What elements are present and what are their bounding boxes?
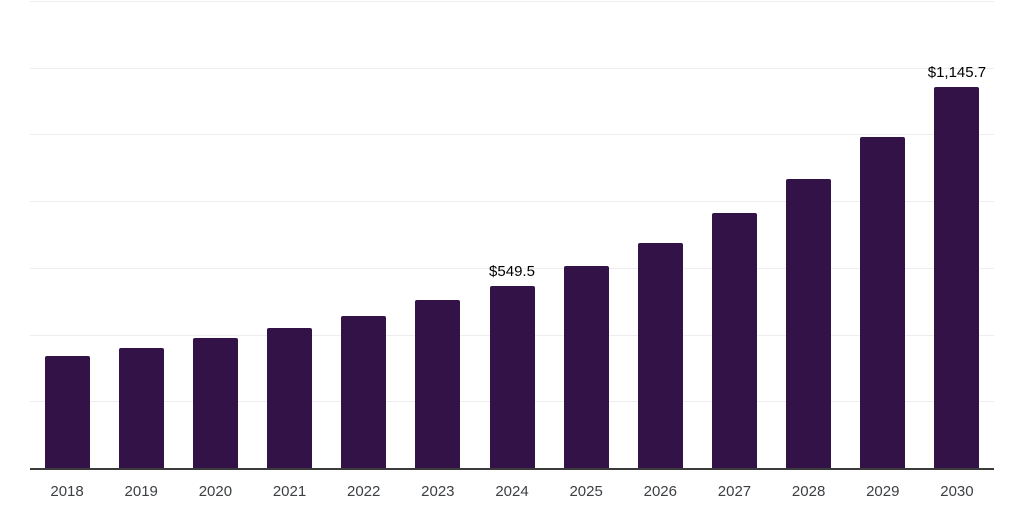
gridline: [30, 1, 994, 2]
bar-2027: [711, 212, 757, 469]
tick-label-2022: 2022: [347, 483, 381, 500]
bar-2021: [267, 327, 313, 469]
tick-label-2021: 2021: [272, 483, 307, 500]
bar-2024: [489, 285, 535, 469]
x-axis-labels: 2018 2019 2020 2021 2022 2023 2024 2025 2026 2027…: [30, 482, 994, 506]
bar-2019: [118, 347, 164, 469]
bar-2029: [860, 136, 906, 469]
gridline: [30, 267, 994, 269]
tick-label-2025: 2025: [569, 483, 603, 500]
bar-2018: [44, 355, 90, 469]
tick-label-2020: 2020: [198, 483, 233, 500]
tick-label-2024: 2024: [495, 483, 529, 500]
x-axis-line: [30, 468, 994, 470]
bar-2030: [934, 86, 980, 469]
tick-label-2018: 2018: [50, 483, 84, 500]
data-label-2030: $1,145.7: [927, 63, 987, 81]
gridline: [30, 67, 994, 69]
bar-2022: [341, 315, 387, 469]
tick-label-2026: 2026: [643, 483, 677, 500]
tick-label-2030: 2030: [940, 483, 974, 500]
bar-2020: [192, 337, 238, 469]
tick-label-2029: 2029: [866, 483, 900, 500]
data-label-2024: $549.5: [489, 262, 535, 280]
tick-label-2019: 2019: [124, 483, 158, 500]
bar-2026: [637, 242, 683, 469]
bar-2023: [415, 300, 461, 469]
bar-2028: [786, 179, 832, 469]
plot-area: $549.5 $1,145.7: [30, 1, 994, 470]
gridline: [30, 201, 994, 203]
tick-label-2023: 2023: [421, 483, 455, 500]
tick-label-2027: 2027: [717, 483, 752, 500]
gridline: [30, 134, 994, 136]
tick-label-2028: 2028: [791, 483, 826, 500]
bar-2025: [563, 265, 609, 469]
